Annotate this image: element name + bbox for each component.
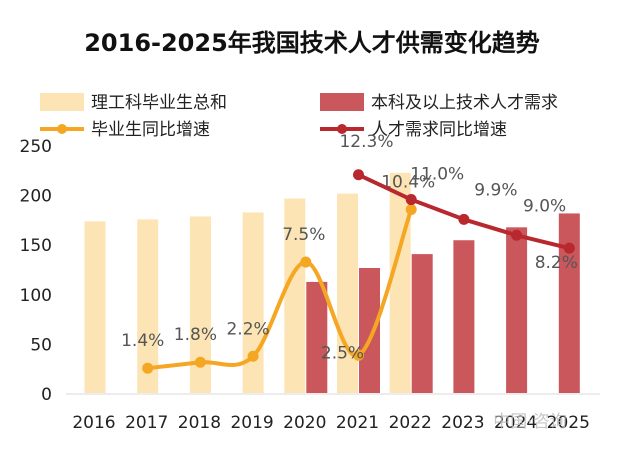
x-axis: 2016 2017 2018 2019 2020 2021 2022 2023 2024 2025 — [66, 393, 600, 433]
watermark: 中国·咨询 — [493, 412, 566, 432]
bar-graduates — [137, 219, 159, 393]
bar-demand — [359, 268, 380, 393]
point-demand-growth — [511, 229, 523, 241]
bar-graduates — [284, 198, 306, 393]
x-tick-label: 2019 — [230, 413, 273, 433]
data-label: 7.5% — [282, 225, 325, 245]
point-graduate-growth — [353, 349, 364, 361]
legend-swatch-marker — [337, 124, 347, 134]
bar-demand — [453, 240, 475, 393]
point-demand-growth — [405, 194, 417, 206]
legend-label: 本科及以上技术人才需求 — [371, 93, 558, 113]
x-tick-label: 2020 — [283, 413, 326, 433]
bar-demand — [306, 281, 328, 393]
point-demand-growth — [458, 213, 470, 225]
point-demand-growth — [563, 242, 575, 254]
data-label: 1.8% — [174, 325, 217, 345]
point-graduate-growth — [194, 356, 206, 368]
data-label: 9.9% — [474, 180, 517, 200]
data-label: 9.0% — [523, 196, 566, 216]
legend-label: 毕业生同比增速 — [91, 120, 210, 140]
x-tick-label: 2023 — [441, 413, 484, 433]
data-label: 11.0% — [410, 165, 464, 185]
y-tick-label: 150 — [20, 236, 52, 256]
x-tick-label: 2021 — [336, 413, 379, 433]
legend-swatch — [40, 93, 84, 111]
point-graduate-growth — [300, 256, 312, 268]
data-label: 2.2% — [226, 319, 269, 339]
y-tick-label: 200 — [20, 187, 52, 207]
x-tick-label: 2016 — [72, 413, 115, 433]
legend-swatch — [320, 93, 364, 111]
bar-graduates — [84, 221, 106, 393]
y-tick-label: 250 — [20, 137, 52, 157]
bars — [84, 172, 580, 393]
y-tick-label: 100 — [20, 286, 52, 306]
chart-title: 2016-2025年我国技术人才供需变化趋势 — [84, 29, 540, 57]
lines: 1.4% 1.8% 2.2% 7.5% 2.5% 10.4% 12.3% 11.0% 9.9% 9… — [121, 132, 578, 374]
bar-demand — [411, 254, 433, 393]
legend-label: 理工科毕业生总和 — [91, 93, 227, 113]
y-tick-label: 50 — [30, 335, 52, 355]
point-graduate-growth — [142, 362, 154, 374]
legend-label: 人才需求同比增速 — [371, 120, 507, 140]
data-label: 8.2% — [535, 253, 578, 273]
point-demand-growth — [353, 169, 364, 181]
y-axis: 0 50 100 150 200 250 — [20, 137, 52, 405]
x-tick-label: 2025 — [547, 413, 590, 433]
data-label: 12.3% — [339, 132, 393, 152]
legend-swatch-marker — [57, 124, 67, 134]
x-tick-label: 2017 — [125, 413, 168, 433]
x-tick-label: 2018 — [178, 413, 221, 433]
point-graduate-growth — [405, 203, 417, 215]
bar-graduates — [337, 193, 358, 393]
point-graduate-growth — [247, 350, 259, 362]
data-label: 10.4% — [381, 172, 435, 192]
data-label: 1.4% — [121, 331, 164, 351]
x-tick-label: 2024 — [494, 413, 537, 433]
bar-demand — [506, 227, 528, 393]
bar-graduates — [242, 212, 264, 393]
data-label: 2.5% — [321, 343, 364, 363]
bar-demand — [558, 213, 580, 393]
y-tick-label: 0 — [41, 385, 52, 405]
bar-graduates — [189, 216, 211, 393]
x-tick-label: 2022 — [389, 413, 432, 433]
